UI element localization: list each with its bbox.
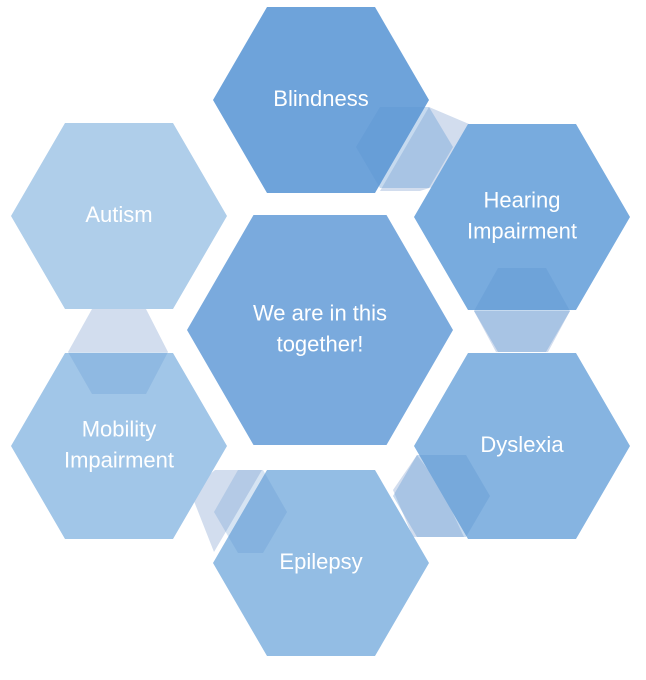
center-label-line-2: together! xyxy=(277,331,364,356)
mobility-impairment-hexagon xyxy=(11,353,227,539)
hearing-impairment-label-line-1: Hearing xyxy=(483,187,560,212)
connector-epilepsy-mobility xyxy=(190,470,262,552)
connector-mobility-autism xyxy=(68,309,168,352)
center-label-line-1: We are in this xyxy=(253,300,387,325)
epilepsy-hexagon xyxy=(213,470,429,656)
connector-hearing-dyslexia xyxy=(474,311,570,352)
label-layer: We are in this together! Blindness Hearing I… xyxy=(64,86,577,574)
blindness-hexagon xyxy=(213,7,429,193)
accent-blindness xyxy=(356,107,453,188)
dyslexia-label: Dyslexia xyxy=(480,432,564,457)
accent-epilepsy xyxy=(214,470,287,553)
mobility-impairment-label-line-1: Mobility xyxy=(82,416,157,441)
epilepsy-label: Epilepsy xyxy=(279,549,362,574)
hearing-impairment-label-line-2: Impairment xyxy=(467,218,577,243)
mobility-impairment-label-line-2: Impairment xyxy=(64,447,174,472)
connector-dyslexia-epilepsy xyxy=(393,455,464,537)
dyslexia-hexagon xyxy=(414,353,630,539)
accent-hearing xyxy=(474,268,570,352)
accent-layer xyxy=(68,107,570,553)
hearing-impairment-hexagon xyxy=(414,124,630,310)
accent-mobility xyxy=(68,352,168,394)
center-hexagon xyxy=(187,215,453,445)
autism-hexagon xyxy=(11,123,227,309)
autism-label: Autism xyxy=(85,202,152,227)
accent-dyslexia xyxy=(393,455,490,537)
hexagon-layer xyxy=(11,7,630,656)
blindness-label: Blindness xyxy=(273,86,368,111)
